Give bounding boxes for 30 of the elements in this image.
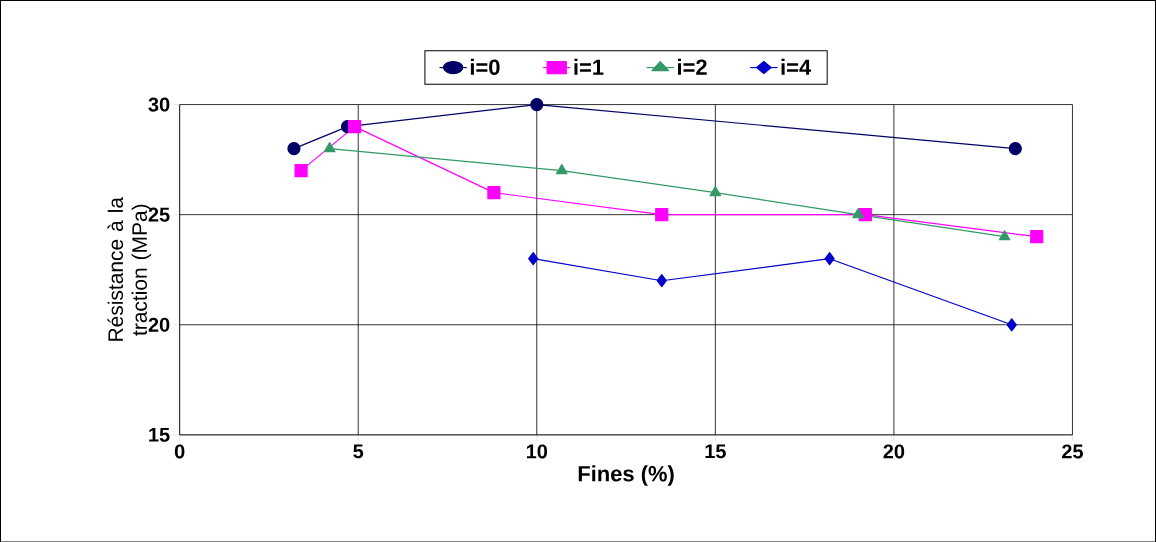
x-tick-label: 15: [705, 444, 726, 459]
legend-label: i=2: [678, 58, 707, 75]
point: [656, 273, 667, 288]
point: [487, 185, 501, 200]
legend-label: i=4: [781, 58, 812, 75]
point: [528, 251, 539, 266]
legend-label: i=0: [470, 58, 500, 75]
point: [852, 207, 864, 219]
point: [1006, 317, 1017, 332]
point: [655, 207, 669, 222]
point: [1008, 141, 1022, 155]
x-tick-label: 0: [174, 444, 185, 459]
y-tick-label: 30: [148, 97, 170, 112]
point: [998, 229, 1011, 241]
legend-label: i=1: [574, 58, 604, 75]
x-tick-label: 20: [883, 444, 905, 459]
point: [555, 163, 568, 175]
point: [530, 97, 544, 111]
y-tick-label: 15: [149, 427, 170, 442]
point: [1030, 229, 1044, 244]
point: [294, 163, 308, 178]
point: [348, 119, 362, 133]
point: [287, 141, 301, 155]
point: [824, 251, 835, 266]
point: [323, 141, 336, 152]
x-tick-label: 10: [526, 444, 548, 459]
x-tick-label: 25: [1062, 444, 1083, 459]
x-tick-label: 5: [353, 444, 364, 459]
x-axis-title: Fines (%): [578, 465, 674, 486]
point: [709, 185, 722, 197]
